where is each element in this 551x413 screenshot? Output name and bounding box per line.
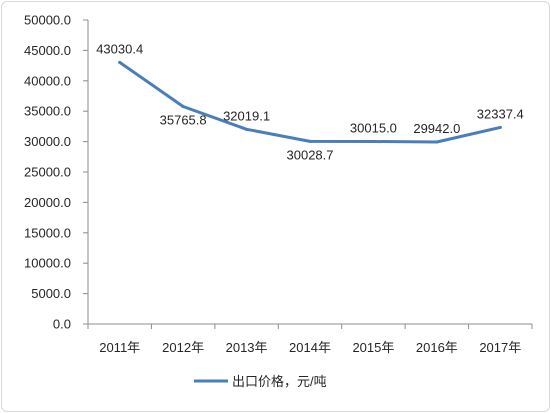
- x-tick-label: 2012年: [162, 340, 204, 355]
- data-point: [371, 140, 375, 144]
- data-label: 30015.0: [350, 121, 397, 136]
- data-point: [435, 140, 439, 144]
- legend: 出口价格，元/吨: [194, 374, 327, 389]
- y-tick-label: 35000.0: [24, 104, 71, 119]
- y-tick-label: 45000.0: [24, 43, 71, 58]
- y-tick-label: 25000.0: [24, 165, 71, 180]
- y-axis-tick-labels: 0.0 5000.0 10000.0 15000.0 20000.0 25000.0 300…: [24, 13, 71, 332]
- x-tick-label: 2017年: [479, 340, 521, 355]
- data-label: 35765.8: [160, 113, 207, 128]
- y-tick-label: 0.0: [53, 317, 71, 332]
- data-label: 30028.7: [287, 147, 334, 162]
- x-tick-label: 2014年: [289, 340, 331, 355]
- y-tick-label: 30000.0: [24, 134, 71, 149]
- x-axis-tick-labels: 2011年 2012年 2013年 2014年 2015年 2016年 2017年: [99, 340, 521, 355]
- y-tick-label: 5000.0: [31, 286, 71, 301]
- data-point: [308, 139, 312, 143]
- data-point: [245, 127, 249, 131]
- y-tick-label: 20000.0: [24, 195, 71, 210]
- y-tick-label: 10000.0: [24, 256, 71, 271]
- data-point: [498, 125, 502, 129]
- y-tick-label: 50000.0: [24, 13, 71, 28]
- x-tick-label: 2011年: [99, 340, 140, 355]
- y-tick-label: 15000.0: [24, 225, 71, 240]
- data-label: 43030.4: [96, 41, 143, 56]
- y-tick-label: 40000.0: [24, 73, 71, 88]
- data-label: 32019.1: [223, 108, 270, 123]
- data-label: 29942.0: [413, 121, 460, 136]
- data-labels: 43030.4 35765.8 32019.1 30028.7 30015.0 29942…: [96, 41, 524, 162]
- axes: [83, 19, 533, 329]
- x-tick-label: 2016年: [416, 340, 458, 355]
- x-tick-label: 2013年: [226, 340, 268, 355]
- data-point: [181, 105, 185, 109]
- x-tick-label: 2015年: [352, 340, 394, 355]
- data-label: 32337.4: [477, 106, 524, 121]
- data-point: [118, 60, 122, 64]
- series-group: [118, 60, 502, 144]
- legend-label: 出口价格，元/吨: [232, 374, 327, 389]
